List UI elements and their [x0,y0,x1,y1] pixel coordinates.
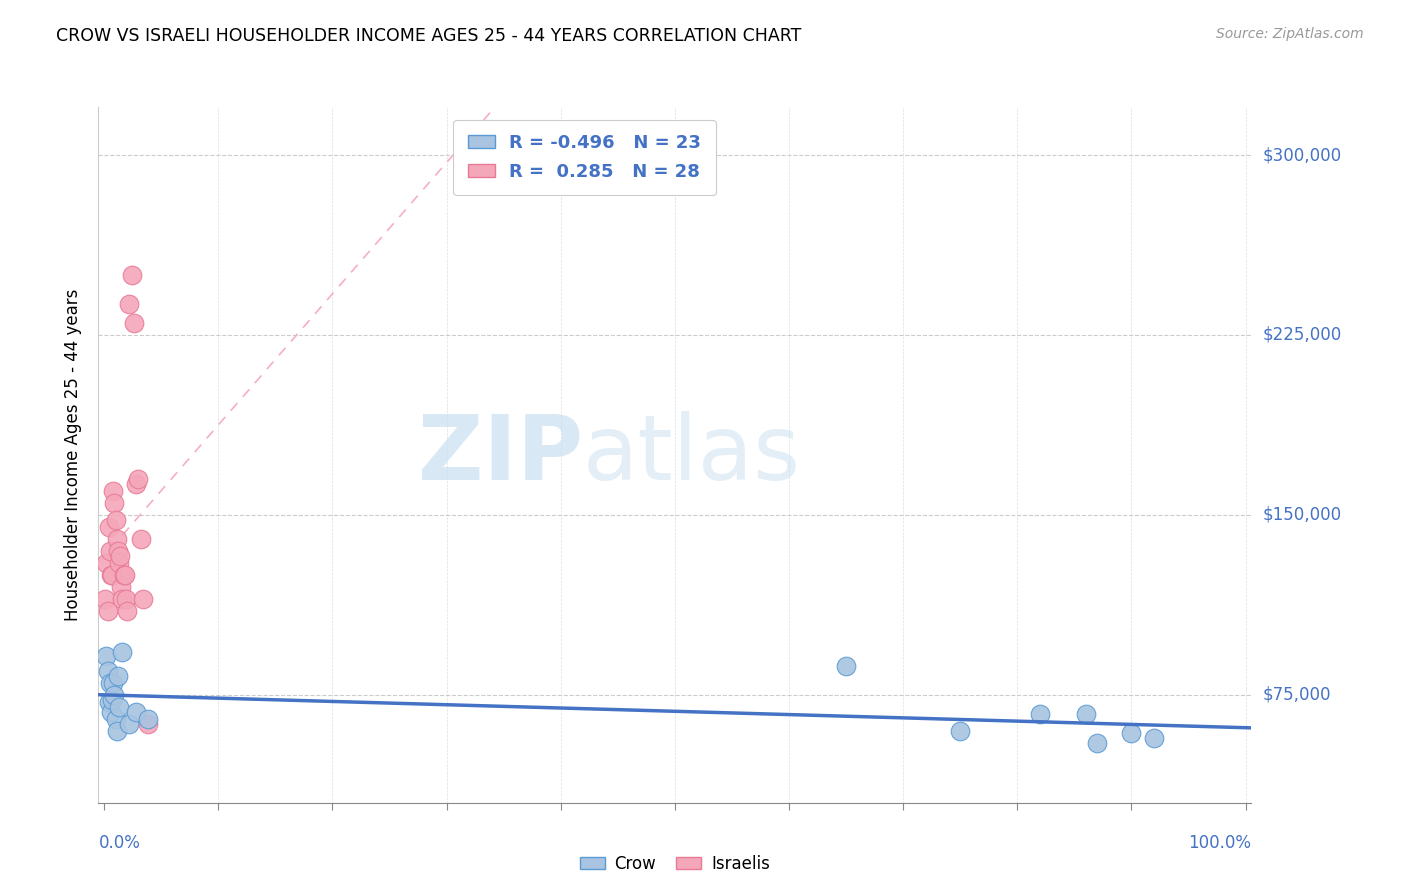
Point [107,668,129,682]
Point [108,556,131,570]
Point [1074,706,1097,721]
Point [107,544,129,558]
Point [127,472,149,486]
Point [122,316,145,330]
Point [103,496,125,510]
Point [98,544,121,558]
Point [108,699,131,714]
Point [104,513,127,527]
Text: $225,000: $225,000 [1263,326,1341,344]
Point [112,567,135,582]
Point [110,580,132,594]
Text: $75,000: $75,000 [1263,686,1331,704]
Point [101,692,124,706]
Point [96,664,118,678]
Point [114,567,136,582]
Text: 100.0%: 100.0% [1188,834,1251,852]
Point [98,676,121,690]
Point [111,645,134,659]
Point [111,591,134,606]
Point [97,695,120,709]
Point [100,567,122,582]
Point [96,556,118,570]
Point [1121,726,1143,740]
Point [949,723,972,738]
Point [97,520,120,534]
Point [105,532,128,546]
Point [96,649,118,664]
Text: ZIP: ZIP [418,411,582,499]
Point [1143,731,1166,745]
Point [118,297,141,311]
Point [105,723,128,738]
Point [103,688,125,702]
Point [1029,706,1052,721]
Point [100,705,122,719]
Point [108,549,131,563]
Point [132,591,155,606]
Point [103,676,125,690]
Point [125,476,148,491]
Text: CROW VS ISRAELI HOUSEHOLDER INCOME AGES 25 - 44 YEARS CORRELATION CHART: CROW VS ISRAELI HOUSEHOLDER INCOME AGES … [56,27,801,45]
Point [94,591,117,606]
Text: $150,000: $150,000 [1263,506,1341,524]
Legend: R = -0.496   N = 23, R =  0.285   N = 28: R = -0.496 N = 23, R = 0.285 N = 28 [453,120,716,195]
Point [114,591,136,606]
Point [835,659,858,673]
Point [129,532,152,546]
Point [101,567,124,582]
Point [115,604,138,618]
Point [103,483,125,498]
Point [104,712,127,726]
Y-axis label: Householder Income Ages 25 - 44 years: Householder Income Ages 25 - 44 years [65,289,83,621]
Point [136,716,159,731]
Point [121,268,143,282]
Point [1085,736,1108,750]
Text: 0.0%: 0.0% [98,834,141,852]
Text: Source: ZipAtlas.com: Source: ZipAtlas.com [1216,27,1364,41]
Legend: Crow, Israelis: Crow, Israelis [572,848,778,880]
Text: atlas: atlas [582,411,801,499]
Point [96,604,118,618]
Point [136,712,159,726]
Point [118,716,141,731]
Point [125,705,148,719]
Text: $300,000: $300,000 [1263,146,1341,164]
